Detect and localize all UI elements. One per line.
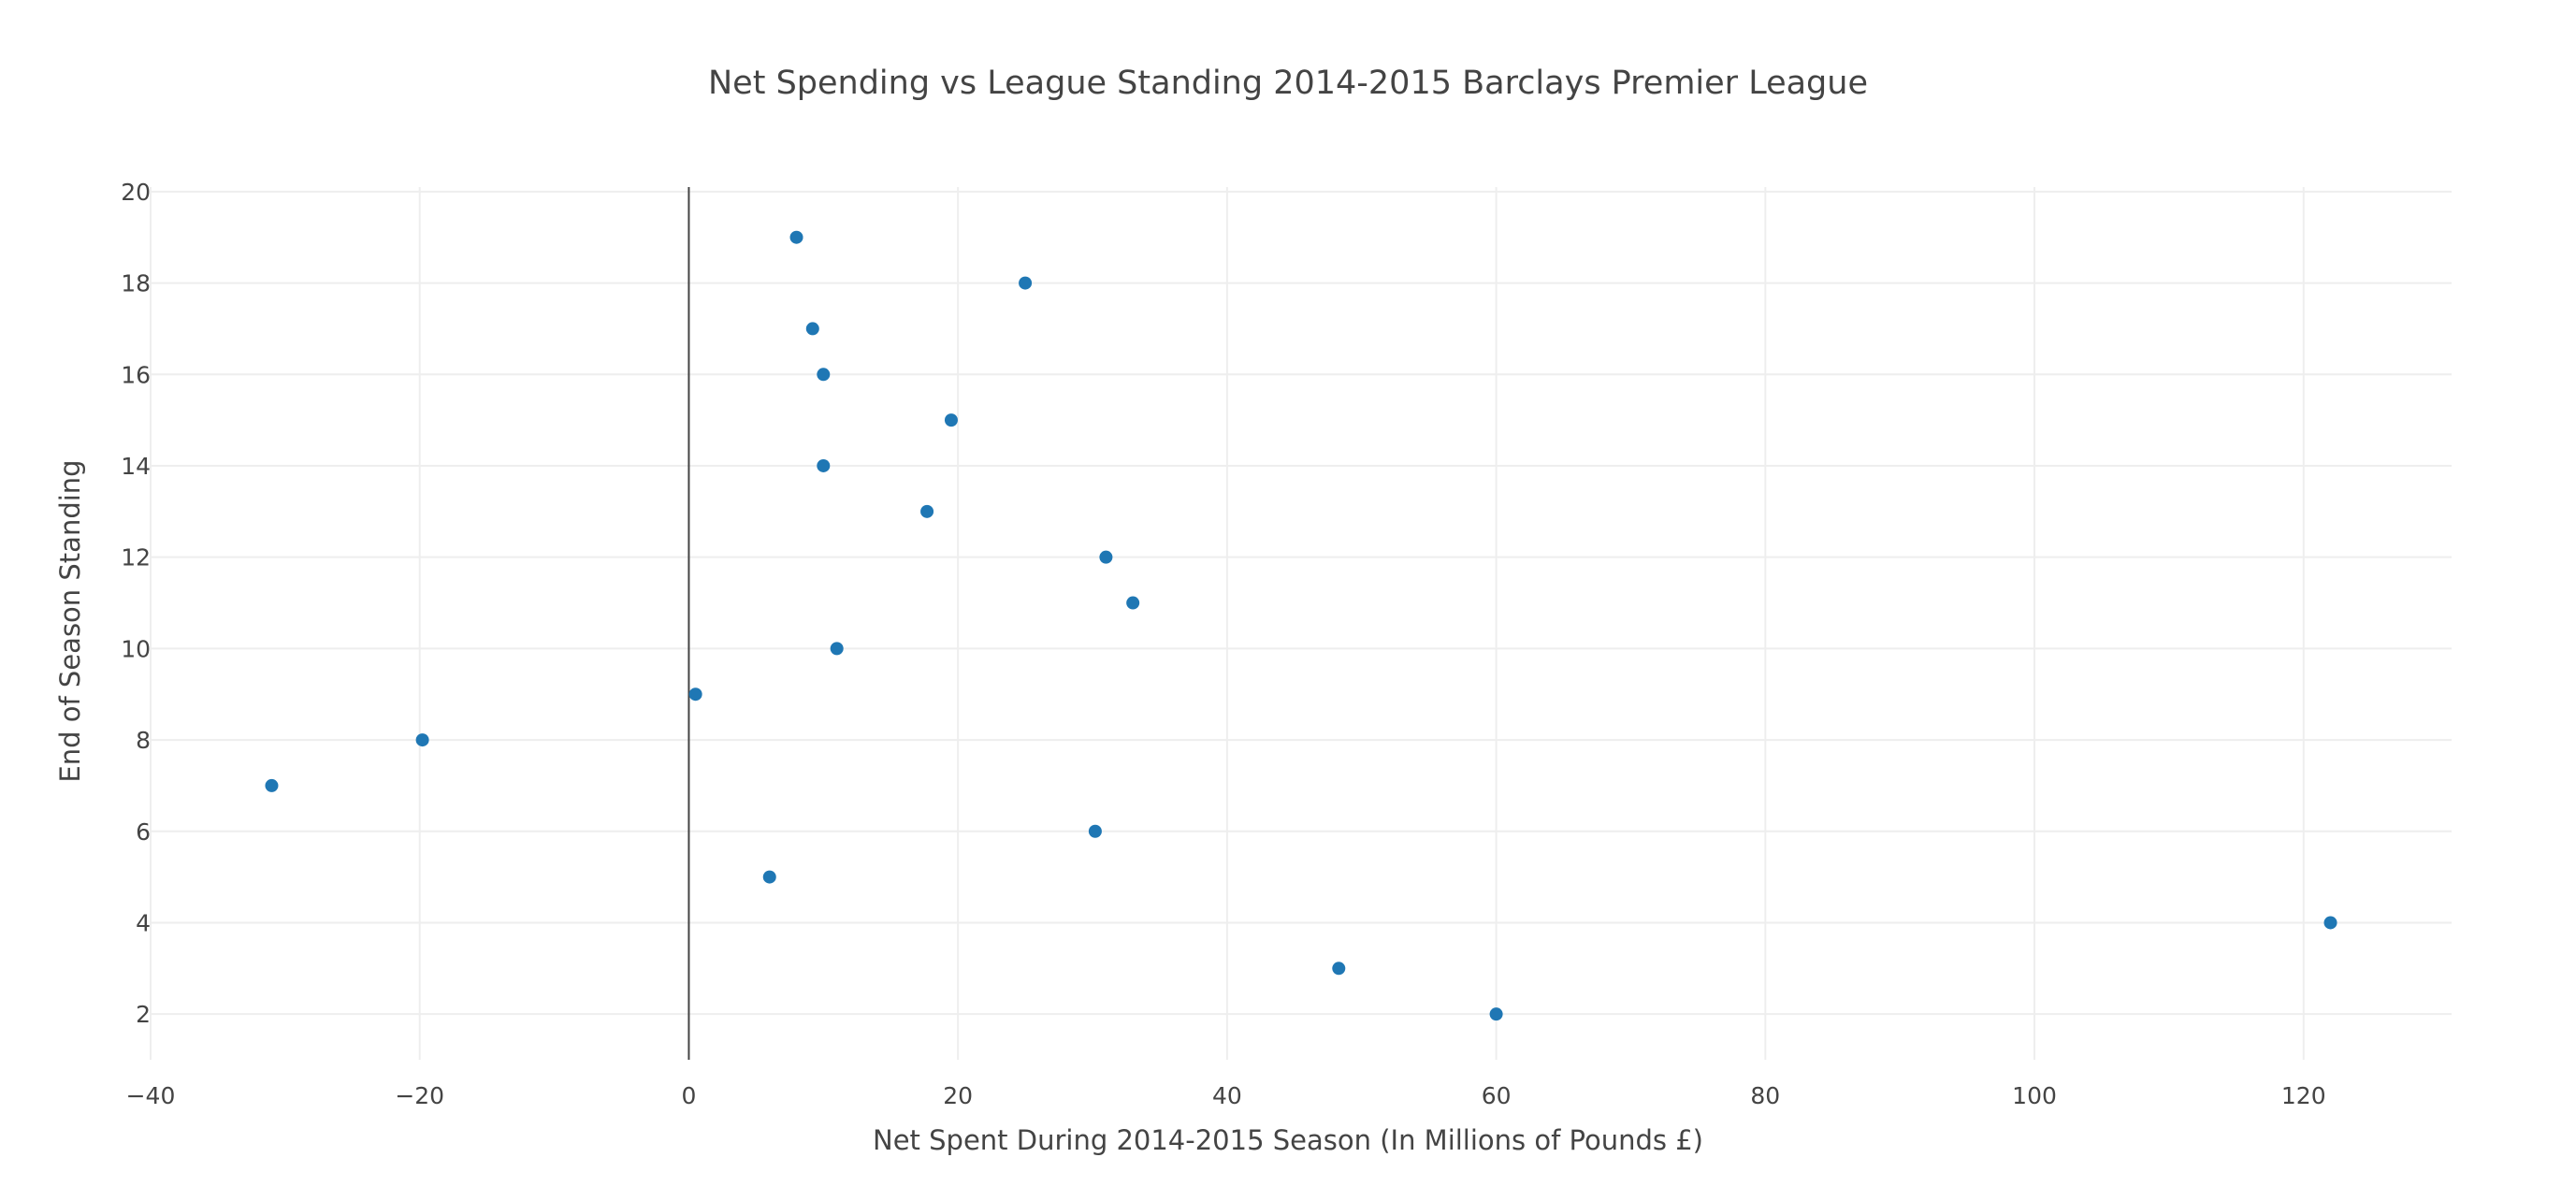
data-point[interactable] [688, 687, 702, 702]
x-axis-title: Net Spent During 2014-2015 Season (In Mi… [873, 1124, 1703, 1156]
y-tick-labels: 2 4 6 8 10 12 14 16 18 20 [121, 179, 151, 1028]
y-tick-label: 2 [136, 1001, 151, 1028]
chart-title: Net Spending vs League Standing 2014-201… [708, 65, 1868, 102]
y-tick-label: 10 [121, 635, 151, 662]
x-tick-label: 120 [2281, 1082, 2326, 1109]
data-point[interactable] [920, 504, 934, 518]
x-tick-label: −20 [395, 1082, 444, 1109]
y-tick-label: 20 [121, 179, 151, 206]
x-tick-label: 20 [943, 1082, 973, 1109]
data-point[interactable] [817, 368, 831, 382]
data-point[interactable] [762, 870, 776, 884]
y-axis-title: End of Season Standing [54, 459, 86, 782]
x-tick-label: 80 [1750, 1082, 1780, 1109]
x-tick-labels: −40 −20 0 20 40 60 80 100 120 [126, 1082, 2326, 1109]
x-tick-label: 0 [681, 1082, 696, 1109]
y-tick-label: 18 [121, 270, 151, 297]
y-tick-label: 14 [121, 453, 151, 480]
x-tick-label: 40 [1212, 1082, 1242, 1109]
data-point[interactable] [415, 733, 429, 747]
data-point[interactable] [830, 642, 844, 656]
x-tick-label: 60 [1482, 1082, 1512, 1109]
x-tick-label: −40 [126, 1082, 176, 1109]
y-tick-label: 16 [121, 361, 151, 388]
x-tick-label: 100 [2012, 1082, 2057, 1109]
data-point[interactable] [805, 322, 819, 336]
data-points [265, 230, 2337, 1021]
data-point[interactable] [265, 778, 279, 792]
y-tick-label: 8 [136, 727, 151, 754]
y-tick-label: 4 [136, 909, 151, 936]
data-point[interactable] [789, 230, 803, 244]
data-point[interactable] [2323, 916, 2337, 930]
data-point[interactable] [1332, 962, 1346, 976]
y-tick-label: 12 [121, 544, 151, 572]
data-point[interactable] [1489, 1007, 1503, 1021]
grid-lines [150, 187, 2452, 1060]
data-point[interactable] [1019, 276, 1033, 290]
data-point[interactable] [1088, 824, 1102, 838]
data-point[interactable] [1099, 550, 1113, 564]
y-tick-label: 6 [136, 818, 151, 846]
data-point[interactable] [944, 413, 958, 427]
data-point[interactable] [817, 458, 831, 472]
data-point[interactable] [1126, 596, 1140, 610]
